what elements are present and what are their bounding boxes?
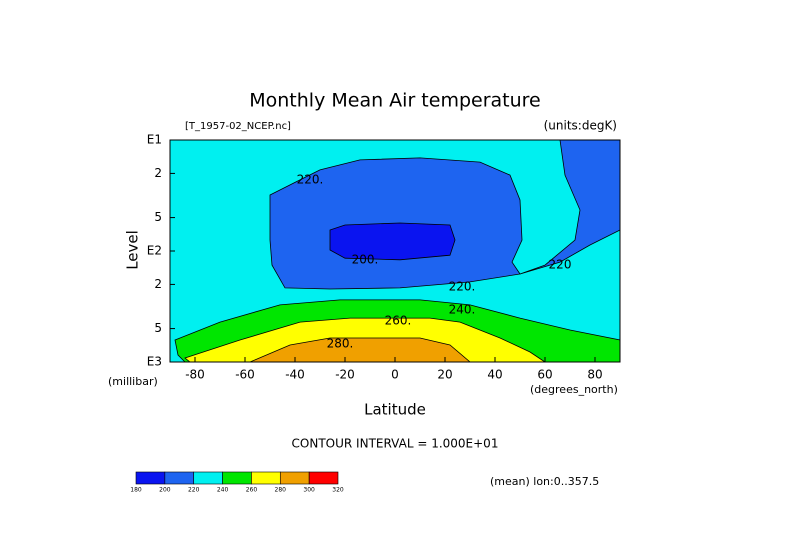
contour-label: 200. (352, 252, 379, 266)
colorbar-box (279, 471, 310, 485)
x-tick-label: 40 (487, 368, 502, 382)
y-tick-label: E1 (147, 133, 162, 147)
colorbar-box (308, 471, 339, 485)
colorbar-label: 200 (159, 487, 171, 494)
x-tick-label: 60 (537, 368, 552, 382)
colorbar-label: 300 (303, 487, 315, 494)
colorbar-label: 320 (332, 487, 344, 494)
contour-label: 220. (449, 279, 476, 293)
contour-label: 240. (449, 302, 476, 316)
y-tick-label: 2 (154, 277, 162, 291)
colorbar-box (193, 471, 223, 485)
x-tick-label: -40 (285, 368, 305, 382)
footer: CONTOUR INTERVAL = 1.000E+01 (292, 437, 499, 451)
x-tick-label: 80 (587, 368, 602, 382)
colorbar-box (222, 471, 252, 485)
colorbar-box (164, 471, 195, 485)
x-unit: (degrees_north) (530, 383, 618, 396)
chart-title: Monthly Mean Air temperature (249, 90, 540, 112)
colorbar-label: 260 (246, 487, 258, 494)
y-tick-label: 5 (154, 210, 162, 224)
x-tick-label: 20 (437, 368, 452, 382)
y-tick-label: E3 (147, 355, 162, 369)
y-unit: (millibar) (108, 375, 158, 388)
colorbar-box (135, 471, 166, 485)
y-tick-label: E2 (147, 244, 162, 258)
contour-region (329, 222, 456, 261)
x-tick-label: -60 (235, 368, 255, 382)
subtitle-left: [T_1957-02_NCEP.nc] (185, 121, 291, 132)
contour-label: 220. (297, 172, 324, 186)
contour-label: 280. (327, 337, 354, 351)
colorbar-label: 240 (217, 487, 229, 494)
contour-label: 260. (385, 313, 412, 327)
contour-label: 220 (549, 258, 572, 272)
x-axis-label: Latitude (364, 401, 426, 419)
note: (mean) lon:0..357.5 (490, 475, 599, 488)
y-tick-label: 5 (154, 321, 162, 335)
colorbar-label: 220 (188, 487, 200, 494)
x-tick-label: 0 (391, 368, 399, 382)
colorbar-label: 180 (130, 487, 142, 494)
colorbar-box (251, 471, 281, 485)
y-axis-label: Level (124, 230, 142, 270)
x-tick-label: -20 (335, 368, 355, 382)
y-tick-label: 2 (154, 166, 162, 180)
subtitle-right: (units:degK) (544, 119, 617, 133)
colorbar-label: 280 (275, 487, 287, 494)
x-tick-label: -80 (185, 368, 205, 382)
